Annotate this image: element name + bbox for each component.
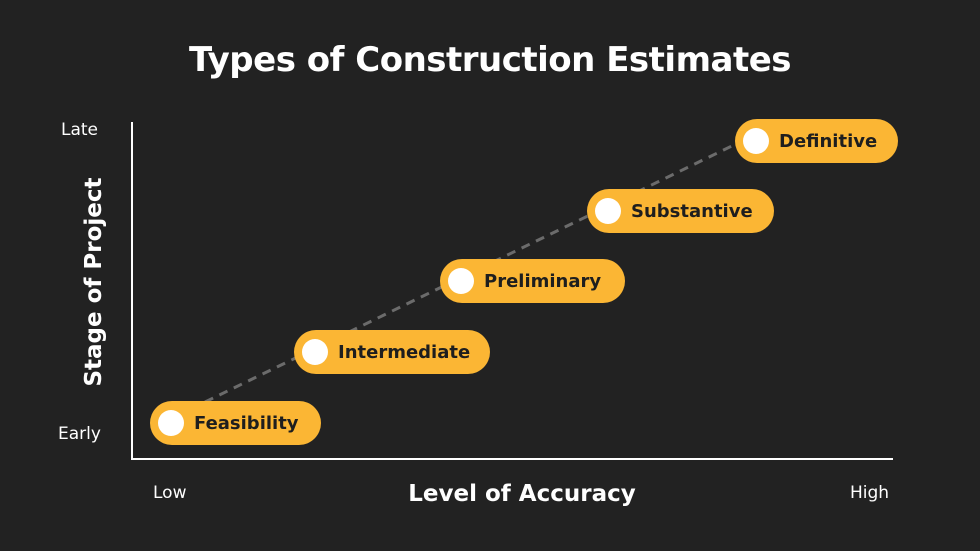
- stage-pill-feasibility: Feasibility: [150, 401, 321, 445]
- x-tick-low: Low: [153, 483, 187, 503]
- stage-label: Feasibility: [194, 412, 299, 434]
- y-tick-early: Early: [58, 424, 101, 444]
- x-axis-label: Level of Accuracy: [408, 481, 636, 507]
- y-axis-label: Stage of Project: [81, 177, 107, 387]
- stage-dot-icon: [302, 339, 328, 365]
- stage-dot-icon: [448, 268, 474, 294]
- stage-label: Substantive: [631, 200, 753, 222]
- x-tick-high: High: [850, 483, 890, 503]
- stage-pill-preliminary: Preliminary: [440, 259, 625, 303]
- stage-dot-icon: [743, 128, 769, 154]
- stage-pill-intermediate: Intermediate: [294, 330, 490, 374]
- stage-dot-icon: [595, 198, 621, 224]
- stage-label: Intermediate: [338, 341, 471, 363]
- stage-label: Definitive: [779, 130, 878, 152]
- stage-label: Preliminary: [484, 270, 602, 292]
- y-tick-late: Late: [61, 120, 99, 140]
- stage-pill-definitive: Definitive: [735, 119, 898, 163]
- diagram-title: Types of Construction Estimates: [188, 40, 792, 80]
- stage-dot-icon: [158, 410, 184, 436]
- stage-pill-substantive: Substantive: [587, 189, 774, 233]
